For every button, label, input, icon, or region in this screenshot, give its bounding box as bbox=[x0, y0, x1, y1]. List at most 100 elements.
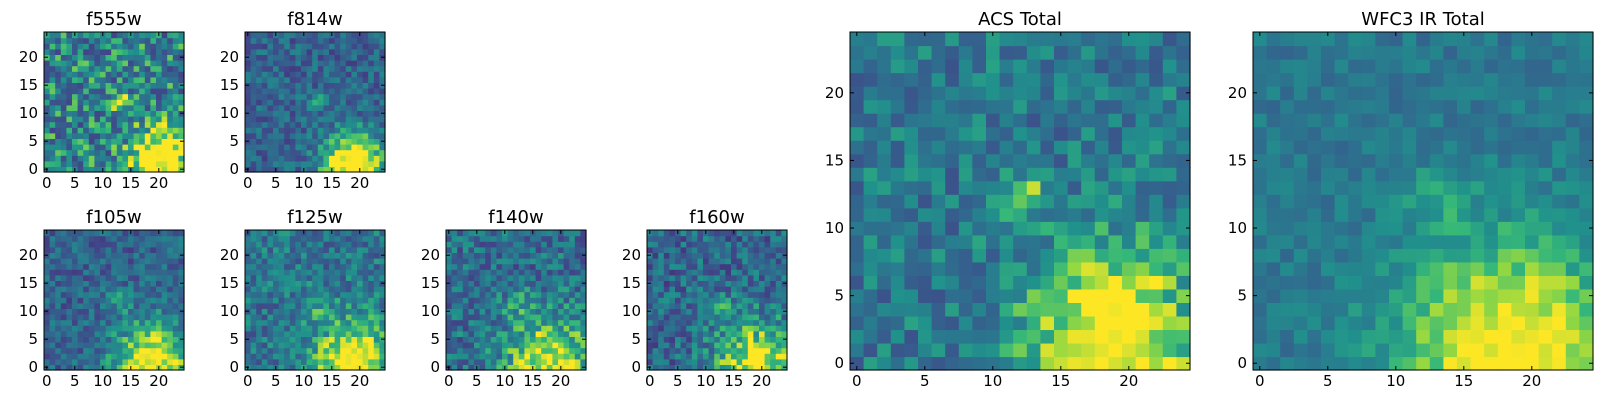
heatmap-cell bbox=[1321, 356, 1336, 371]
heatmap-cell bbox=[172, 258, 179, 265]
heatmap-cell bbox=[278, 121, 285, 128]
heatmap-cell bbox=[775, 291, 782, 298]
heatmap-cell bbox=[479, 325, 486, 332]
heatmap-cell bbox=[284, 342, 291, 349]
heatmap-cell bbox=[691, 258, 698, 265]
heatmap-cell bbox=[890, 45, 905, 60]
heatmap-cell bbox=[457, 286, 464, 293]
heatmap-cell bbox=[462, 353, 469, 360]
heatmap-cell bbox=[105, 166, 112, 173]
heatmap-cell bbox=[329, 280, 336, 287]
heatmap-cell bbox=[368, 104, 375, 111]
heatmap-cell bbox=[161, 263, 168, 270]
heatmap-cell bbox=[1389, 342, 1404, 358]
heatmap-cell bbox=[172, 230, 179, 237]
heatmap-cell bbox=[60, 93, 67, 100]
heatmap-cell bbox=[111, 127, 118, 134]
heatmap-cell bbox=[764, 308, 771, 315]
heatmap-cell bbox=[94, 274, 101, 281]
heatmap-cell bbox=[357, 241, 364, 248]
heatmap-cell bbox=[139, 104, 146, 111]
heatmap-cell bbox=[167, 364, 174, 371]
heatmap-cell bbox=[49, 252, 56, 259]
heatmap-cell bbox=[77, 308, 84, 315]
heatmap-cell bbox=[167, 330, 174, 337]
heatmap-cell bbox=[72, 241, 79, 248]
heatmap-cell bbox=[289, 286, 296, 293]
heatmap-cell bbox=[1176, 315, 1191, 331]
heatmap-cell bbox=[178, 76, 185, 83]
heatmap-cell bbox=[105, 286, 112, 293]
heatmap-cell bbox=[999, 356, 1014, 371]
heatmap-cell bbox=[719, 325, 726, 332]
heatmap-cell bbox=[770, 353, 777, 360]
heatmap-cell bbox=[133, 241, 140, 248]
heatmap-cell bbox=[317, 121, 324, 128]
heatmap-cell bbox=[863, 153, 878, 168]
heatmap-cell bbox=[535, 325, 542, 332]
heatmap-cell bbox=[373, 246, 380, 253]
heatmap-cell bbox=[172, 132, 179, 139]
heatmap-cell bbox=[1040, 261, 1055, 276]
heatmap-cell bbox=[55, 88, 62, 95]
heatmap-cell bbox=[60, 65, 67, 72]
heatmap-cell bbox=[931, 180, 946, 195]
heatmap-cell bbox=[278, 166, 285, 173]
heatmap-cell bbox=[83, 302, 90, 309]
heatmap-cell bbox=[1094, 234, 1109, 249]
heatmap-cell bbox=[1348, 180, 1363, 195]
heatmap-cell bbox=[513, 314, 520, 321]
heatmap-cell bbox=[1013, 248, 1028, 263]
heatmap-cell bbox=[647, 302, 654, 309]
heatmap-cell bbox=[725, 358, 732, 365]
heatmap-cell bbox=[340, 342, 347, 349]
heatmap-cell bbox=[558, 336, 565, 343]
heatmap-cell bbox=[1280, 194, 1295, 209]
heatmap-cell bbox=[55, 358, 62, 365]
heatmap-cell bbox=[289, 269, 296, 276]
x-tick-label: 15 bbox=[1051, 372, 1070, 390]
heatmap-cell bbox=[161, 54, 168, 61]
heatmap-cell bbox=[1552, 194, 1567, 209]
heatmap-cell bbox=[580, 230, 587, 237]
heatmap-cell bbox=[312, 274, 319, 281]
heatmap-cell bbox=[267, 132, 274, 139]
heatmap-cell bbox=[273, 235, 280, 242]
heatmap-cell bbox=[546, 347, 553, 354]
heatmap-cell bbox=[139, 88, 146, 95]
heatmap-cell bbox=[345, 93, 352, 100]
panel-title: f140w bbox=[488, 207, 543, 228]
heatmap-cell bbox=[72, 358, 79, 365]
heatmap-cell bbox=[1565, 329, 1580, 344]
heatmap-cell bbox=[139, 241, 146, 248]
heatmap-cell bbox=[379, 160, 386, 167]
heatmap-cell bbox=[1266, 180, 1281, 195]
heatmap-cell bbox=[267, 110, 274, 117]
heatmap-cell bbox=[72, 60, 79, 67]
heatmap-cell bbox=[256, 37, 263, 44]
heatmap-cell bbox=[340, 37, 347, 44]
heatmap-cell bbox=[144, 246, 151, 253]
heatmap-cell bbox=[918, 342, 933, 358]
heatmap-cell bbox=[329, 302, 336, 309]
heatmap-cell bbox=[1280, 315, 1295, 331]
heatmap-cell bbox=[652, 258, 659, 265]
heatmap-cell bbox=[1040, 194, 1055, 209]
heatmap-cell bbox=[100, 149, 107, 156]
heatmap-cell bbox=[312, 302, 319, 309]
heatmap-cell bbox=[999, 194, 1014, 209]
heatmap-cell bbox=[312, 155, 319, 162]
heatmap-cell bbox=[379, 132, 386, 139]
heatmap-cell bbox=[122, 358, 129, 365]
heatmap-cell bbox=[334, 291, 341, 298]
heatmap-cell bbox=[261, 155, 268, 162]
heatmap-cell bbox=[502, 342, 509, 349]
heatmap-cell bbox=[289, 353, 296, 360]
heatmap-cell bbox=[122, 330, 129, 337]
heatmap-cell bbox=[144, 330, 151, 337]
heatmap-cell bbox=[1348, 275, 1363, 290]
heatmap-cell bbox=[317, 258, 324, 265]
heatmap-cell bbox=[278, 160, 285, 167]
heatmap-cell bbox=[100, 155, 107, 162]
